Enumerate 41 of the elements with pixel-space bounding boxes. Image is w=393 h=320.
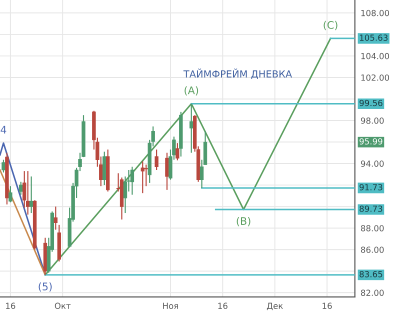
candlestick [54,206,58,230]
candlestick [8,186,12,203]
y-tick-label: 88.00 [361,225,384,232]
candlestick [102,151,106,186]
data-label: 105.63 [360,34,388,41]
candlestick [140,160,144,194]
annotation: (A) [184,86,198,96]
line-series [44,38,332,276]
candlestick [144,164,148,187]
data-label: 89.73 [360,206,382,212]
x-tick-label: 16 [6,302,16,309]
x-tick-label: 16 [322,302,332,309]
data-label: 99.56 [360,100,382,106]
data-label: 83.65 [360,271,382,278]
candlestick [19,181,23,196]
y-tick-label: 94.00 [360,160,384,167]
candlestick [165,152,169,190]
y-tick-label: 86.00 [361,246,384,253]
y-tick-label: 98.00 [360,117,384,124]
y-tick-label: 82.00 [361,290,384,296]
x-tick-label: Дек [266,302,283,310]
x-tick-label: 16 [218,302,228,309]
x-tick-label: Окт [54,302,71,309]
annotation: (B) [236,216,250,226]
candlestick [2,159,6,174]
candlestick [26,170,30,216]
y-tick-label: 102.00 [361,74,390,81]
data-label: 91.73 [360,184,382,190]
annotation: 4 [0,126,6,134]
annotation: (5) [38,282,52,292]
y-tick-label: 104.00 [361,52,390,60]
candlestick [190,103,194,154]
text: 95.99 [360,138,382,145]
candlestick [176,142,180,161]
candlestick [154,149,158,171]
candlestick [29,176,34,214]
y-tick-label: 108.00 [361,10,390,16]
x-tick-label: Ноя [163,302,178,309]
text: ТАЙМФРЕЙМ ДНЕВКА [183,68,292,80]
candlestick [130,166,134,196]
annotation: (C) [324,20,338,30]
